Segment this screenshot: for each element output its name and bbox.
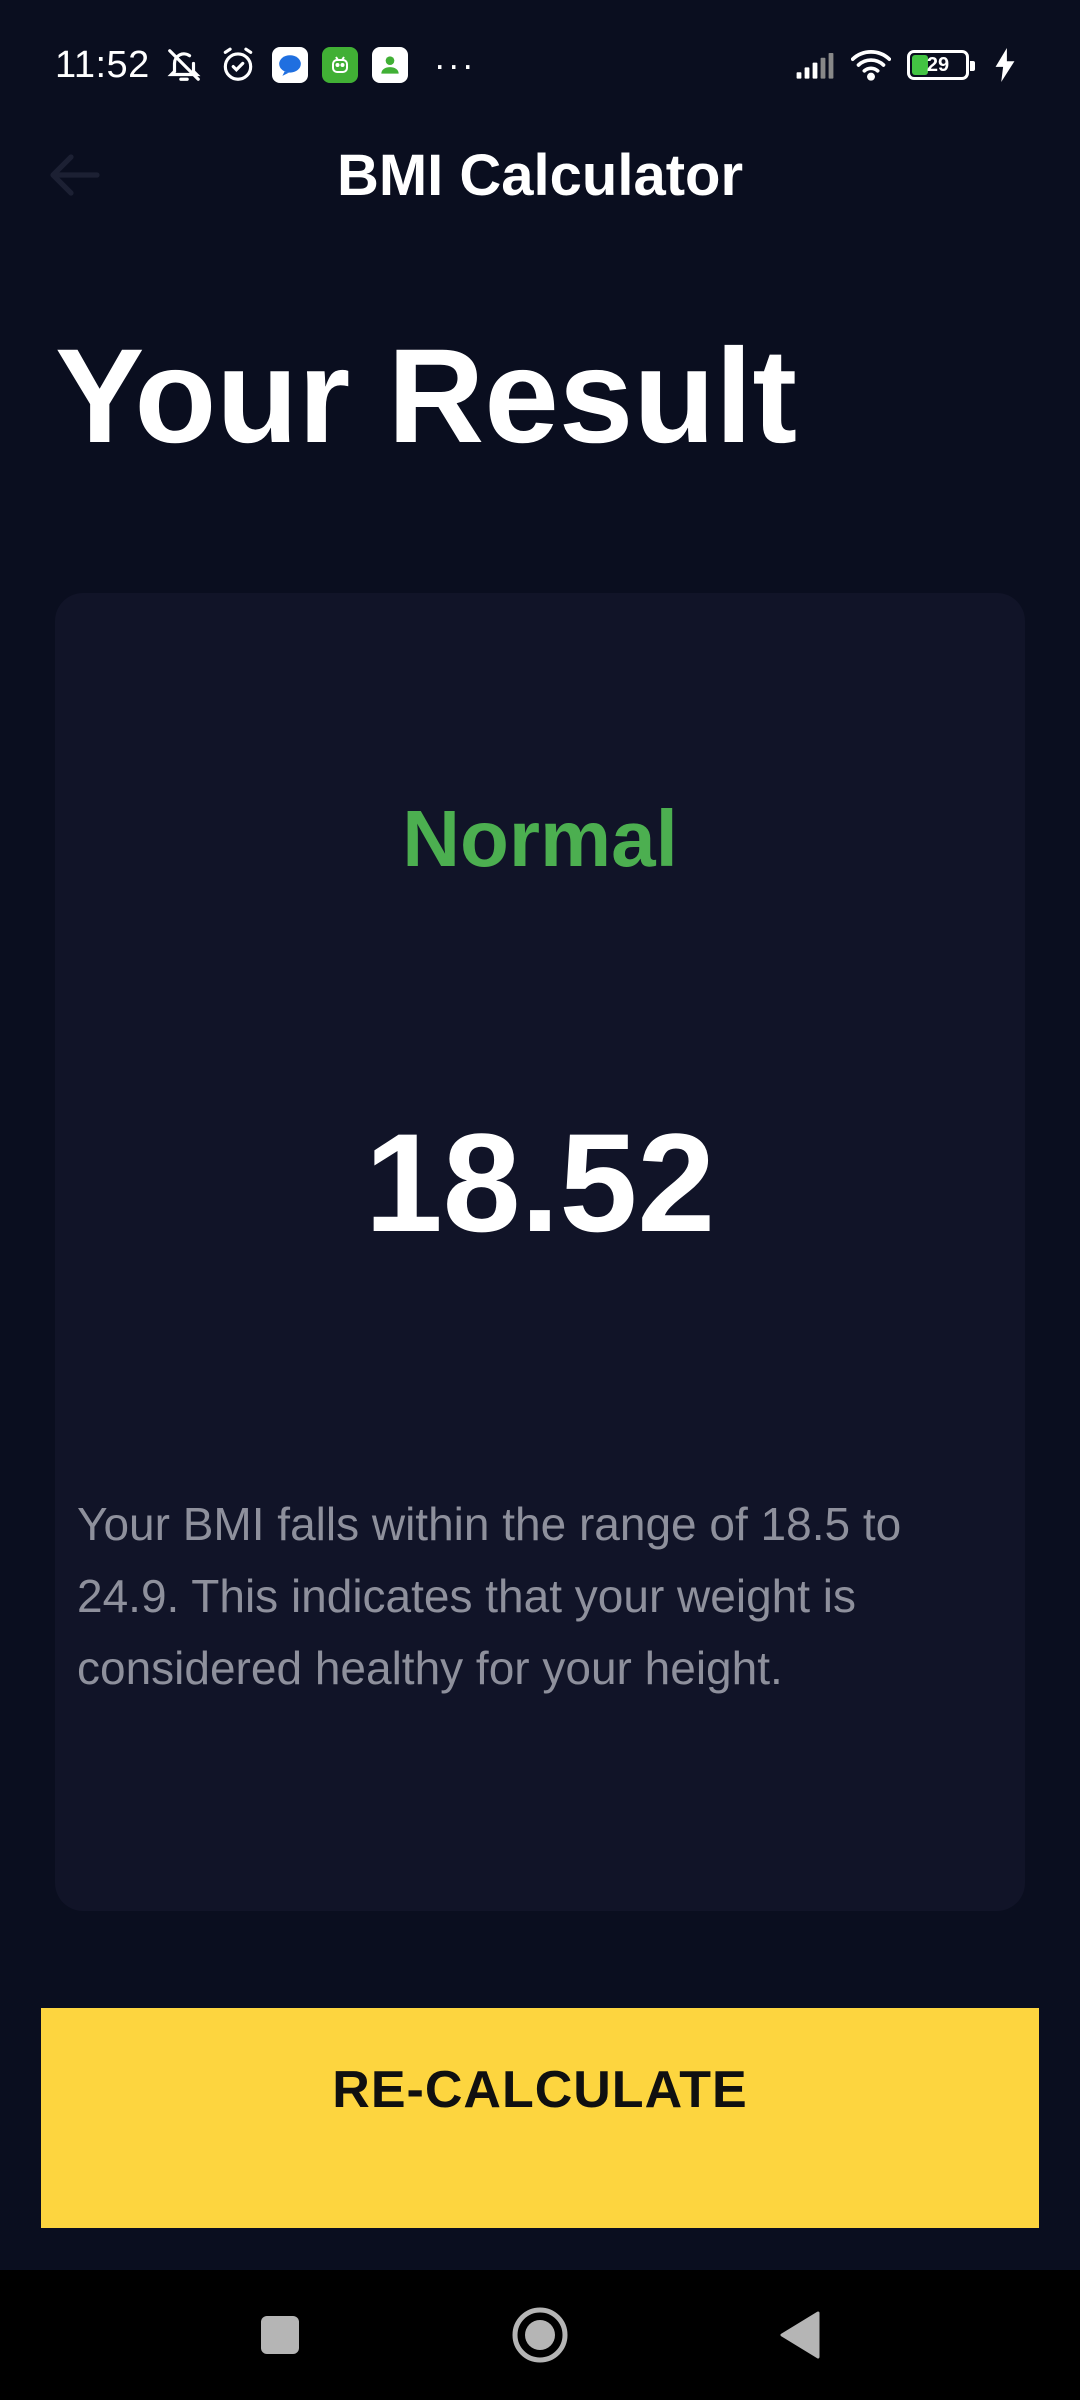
system-nav-bar <box>0 2270 1080 2400</box>
more-dots-icon: ··· <box>433 44 476 85</box>
battery-level: 29 <box>926 53 950 76</box>
status-right: 29 <box>795 45 1025 85</box>
alarm-icon <box>218 45 258 85</box>
contacts-app-icon <box>371 47 408 83</box>
battery-icon: 29 <box>907 50 975 80</box>
wifi-icon <box>851 45 891 85</box>
nav-back-button[interactable] <box>765 2300 835 2370</box>
status-left: 11:52 ··· <box>55 44 476 87</box>
result-card: Normal 18.52 Your BMI falls within the r… <box>55 593 1025 1911</box>
back-triangle-icon <box>780 2311 820 2359</box>
home-button[interactable] <box>505 2300 575 2370</box>
recalculate-button[interactable]: RE-CALCULATE <box>41 2008 1039 2228</box>
arrow-left-icon <box>50 154 100 196</box>
back-button[interactable] <box>40 145 110 205</box>
app-title: BMI Calculator <box>336 142 744 208</box>
messages-app-icon <box>271 47 308 83</box>
bmi-category: Normal <box>402 794 678 883</box>
home-circle-icon <box>512 2307 568 2363</box>
signal-icon <box>795 45 835 85</box>
recalculate-label: RE-CALCULATE <box>332 2061 748 2119</box>
bmi-value: 18.52 <box>364 1104 716 1261</box>
app-bar: BMI Calculator <box>0 120 1080 230</box>
bmi-description: Your BMI falls within the range of 18.5 … <box>77 1498 902 1694</box>
battery-fill <box>912 55 929 75</box>
status-bar: 11:52 ··· <box>0 0 1080 130</box>
recents-button[interactable] <box>245 2300 315 2370</box>
page-heading: Your Result <box>55 322 798 471</box>
bell-off-icon <box>164 45 204 85</box>
android-app-icon <box>321 47 358 83</box>
charging-icon <box>985 45 1025 85</box>
status-time: 11:52 <box>55 43 150 86</box>
recents-square-icon <box>261 2316 299 2354</box>
